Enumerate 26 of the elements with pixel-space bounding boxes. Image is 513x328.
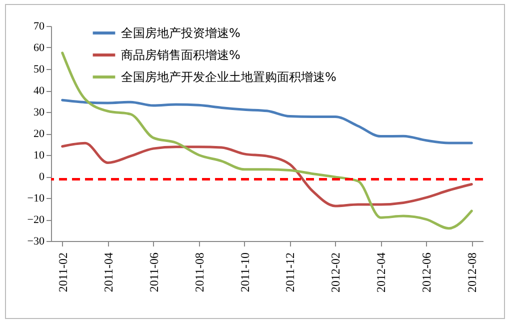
x-tick-label: 2011-12 [283, 252, 298, 292]
y-tick-label: 30 [34, 106, 45, 118]
y-tick-label: 40 [34, 85, 45, 97]
y-tick-label: −20 [27, 214, 45, 226]
x-tick-label: 2012-02 [328, 252, 343, 292]
x-tick-label: 2012-08 [465, 252, 480, 292]
x-tick-label: 2011-08 [192, 252, 206, 292]
y-tick-label: −30 [27, 236, 45, 248]
y-tick-label: 20 [34, 128, 45, 140]
y-tick-label: 50 [34, 64, 45, 76]
y-tick-label: 0 [39, 171, 45, 183]
y-tick-label: 60 [34, 42, 45, 54]
x-tick-label: 2011-06 [146, 252, 161, 292]
legend-label: 全国房地产投资增速% [121, 26, 240, 40]
x-tick-label: 2012-04 [374, 252, 388, 292]
y-tick-label: 10 [34, 150, 45, 162]
x-tick-label: 2011-02 [56, 252, 70, 292]
x-tick-label: 2011-10 [238, 252, 252, 292]
legend-label: 商品房销售面积增速% [121, 48, 240, 62]
x-tick-label: 2011-04 [101, 252, 116, 292]
y-tick-label: 70 [34, 20, 45, 32]
y-tick-label: −10 [27, 192, 45, 204]
x-tick-label: 2012-06 [420, 252, 434, 292]
line-series [61, 142, 473, 208]
legend-label: 全国房地产开发企业土地置购面积增速% [121, 70, 336, 84]
line-series [61, 98, 473, 144]
